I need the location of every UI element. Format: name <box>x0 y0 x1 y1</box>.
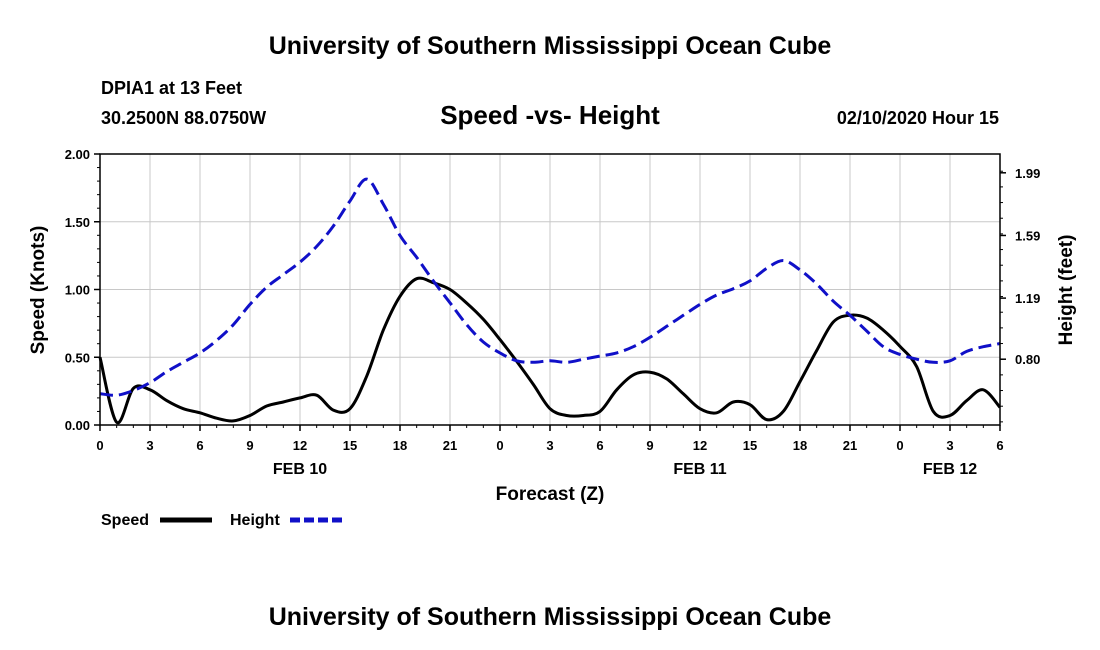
x-tick-label: 0 <box>496 438 503 453</box>
x-tick-label: 3 <box>946 438 953 453</box>
coords-label: 30.2500N 88.0750W <box>101 108 266 128</box>
x-tick-label: 3 <box>146 438 153 453</box>
x-tick-label: 6 <box>596 438 603 453</box>
x-tick-label: 0 <box>96 438 103 453</box>
y-left-tick-label: 1.00 <box>65 283 90 298</box>
x-tick-label: 18 <box>793 438 807 453</box>
y-left-tick-label: 0.00 <box>65 418 90 433</box>
legend-height-label: Height <box>230 512 280 529</box>
y-right-tick-label: 1.99 <box>1015 166 1040 181</box>
date-label-feb: FEB 10 <box>273 461 327 478</box>
x-tick-label: 18 <box>393 438 407 453</box>
y-left-tick-label: 0.50 <box>65 350 90 365</box>
x-axis-label: Forecast (Z) <box>496 484 605 505</box>
top-title: University of Southern Mississippi Ocean… <box>269 32 832 60</box>
x-tick-label: 9 <box>246 438 253 453</box>
y-right-tick-label: 1.59 <box>1015 228 1040 243</box>
x-tick-label: 12 <box>693 438 707 453</box>
axis-ticks: 0 3 6 9 12 15 18 21 0 3 6 9 12 15 18 21 0 3 6 0.00 0.50 1.00 1… <box>65 147 1041 478</box>
series-line-height <box>99 177 1001 397</box>
legend: Speed Height <box>101 512 342 529</box>
y-axis-right-label: Height (feet) <box>1056 235 1077 346</box>
x-tick-label: 21 <box>843 438 857 453</box>
x-tick-label: 3 <box>546 438 553 453</box>
y-left-tick-label: 2.00 <box>65 147 90 162</box>
series-lines <box>98 177 1002 425</box>
station-label: DPIA1 at 13 Feet <box>101 78 242 98</box>
x-tick-label: 15 <box>743 438 757 453</box>
x-tick-label: 0 <box>896 438 903 453</box>
x-tick-label: 21 <box>443 438 457 453</box>
grid-lines <box>100 154 1000 425</box>
date-label: 02/10/2020 Hour 15 <box>837 108 999 128</box>
legend-speed-label: Speed <box>101 512 149 529</box>
bottom-title: University of Southern Mississippi Ocean… <box>269 603 832 631</box>
x-tick-label: 6 <box>196 438 203 453</box>
x-tick-label: 12 <box>293 438 307 453</box>
date-label-feb: FEB 12 <box>923 461 977 478</box>
x-tick-label: 9 <box>646 438 653 453</box>
y-right-tick-label: 0.80 <box>1015 352 1040 367</box>
y-right-tick-label: 1.19 <box>1015 291 1040 306</box>
chart-title: Speed -vs- Height <box>440 100 660 130</box>
x-tick-label: 6 <box>996 438 1003 453</box>
y-left-tick-label: 1.50 <box>65 215 90 230</box>
y-axis-left-label: Speed (Knots) <box>28 226 49 355</box>
date-label-feb: FEB 11 <box>673 461 726 478</box>
x-tick-label: 15 <box>343 438 357 453</box>
